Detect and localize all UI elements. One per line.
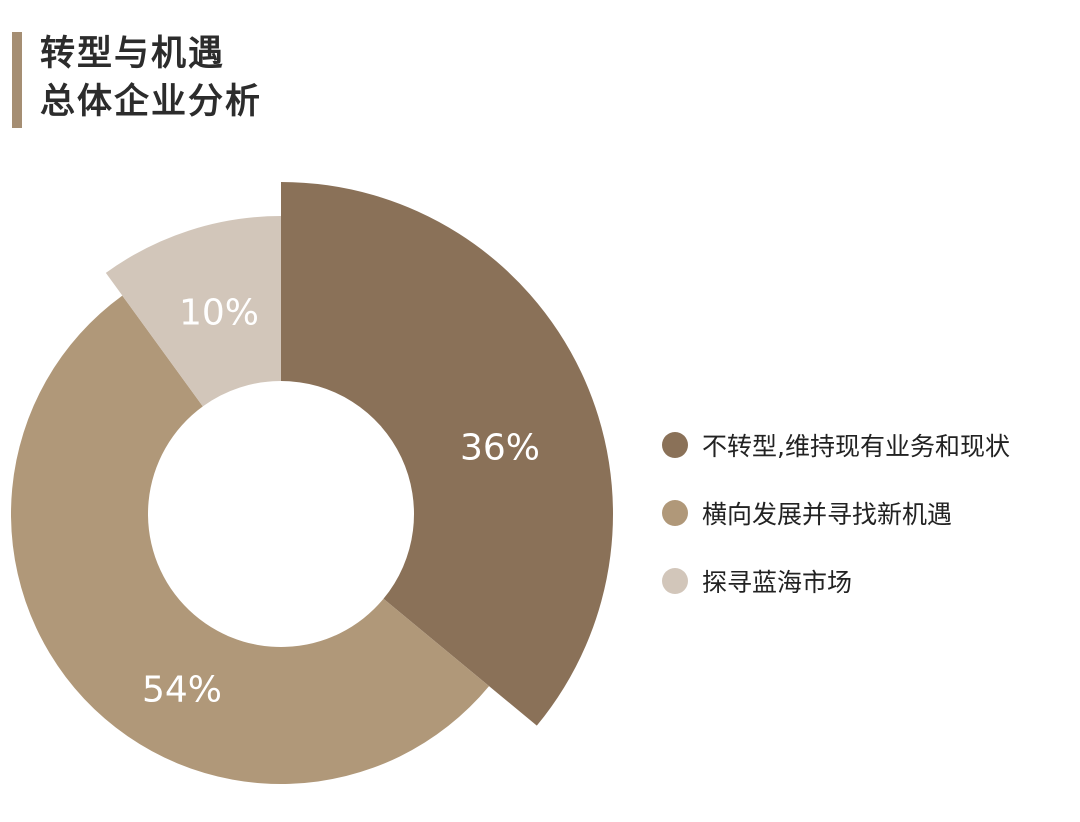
legend-item-1: 不转型,维持现有业务和现状 (662, 422, 1010, 468)
slice-value-label-1: 36% (460, 428, 540, 469)
legend-label-1: 不转型,维持现有业务和现状 (702, 432, 1010, 461)
title-accent-bar (12, 32, 22, 128)
legend-item-2: 横向发展并寻找新机遇 (662, 490, 1010, 536)
legend-swatch-2 (662, 500, 688, 526)
chart-legend: 不转型,维持现有业务和现状 横向发展并寻找新机遇 探寻蓝海市场 (662, 422, 1010, 626)
legend-swatch-3 (662, 568, 688, 594)
title-line-2: 总体企业分析 (40, 82, 263, 122)
title-line-1: 转型与机遇 (40, 34, 226, 74)
legend-swatch-1 (662, 432, 688, 458)
slice-value-label-3: 10% (179, 293, 259, 334)
legend-item-3: 探寻蓝海市场 (662, 558, 1010, 604)
legend-label-2: 横向发展并寻找新机遇 (702, 500, 953, 529)
donut-slice-3 (105, 216, 281, 407)
slice-value-label-2: 54% (142, 670, 222, 711)
page-title: 转型与机遇 总体企业分析 (40, 30, 262, 126)
legend-label-3: 探寻蓝海市场 (702, 568, 853, 597)
donut-slice-1 (281, 182, 613, 726)
donut-slice-2 (10, 295, 490, 784)
